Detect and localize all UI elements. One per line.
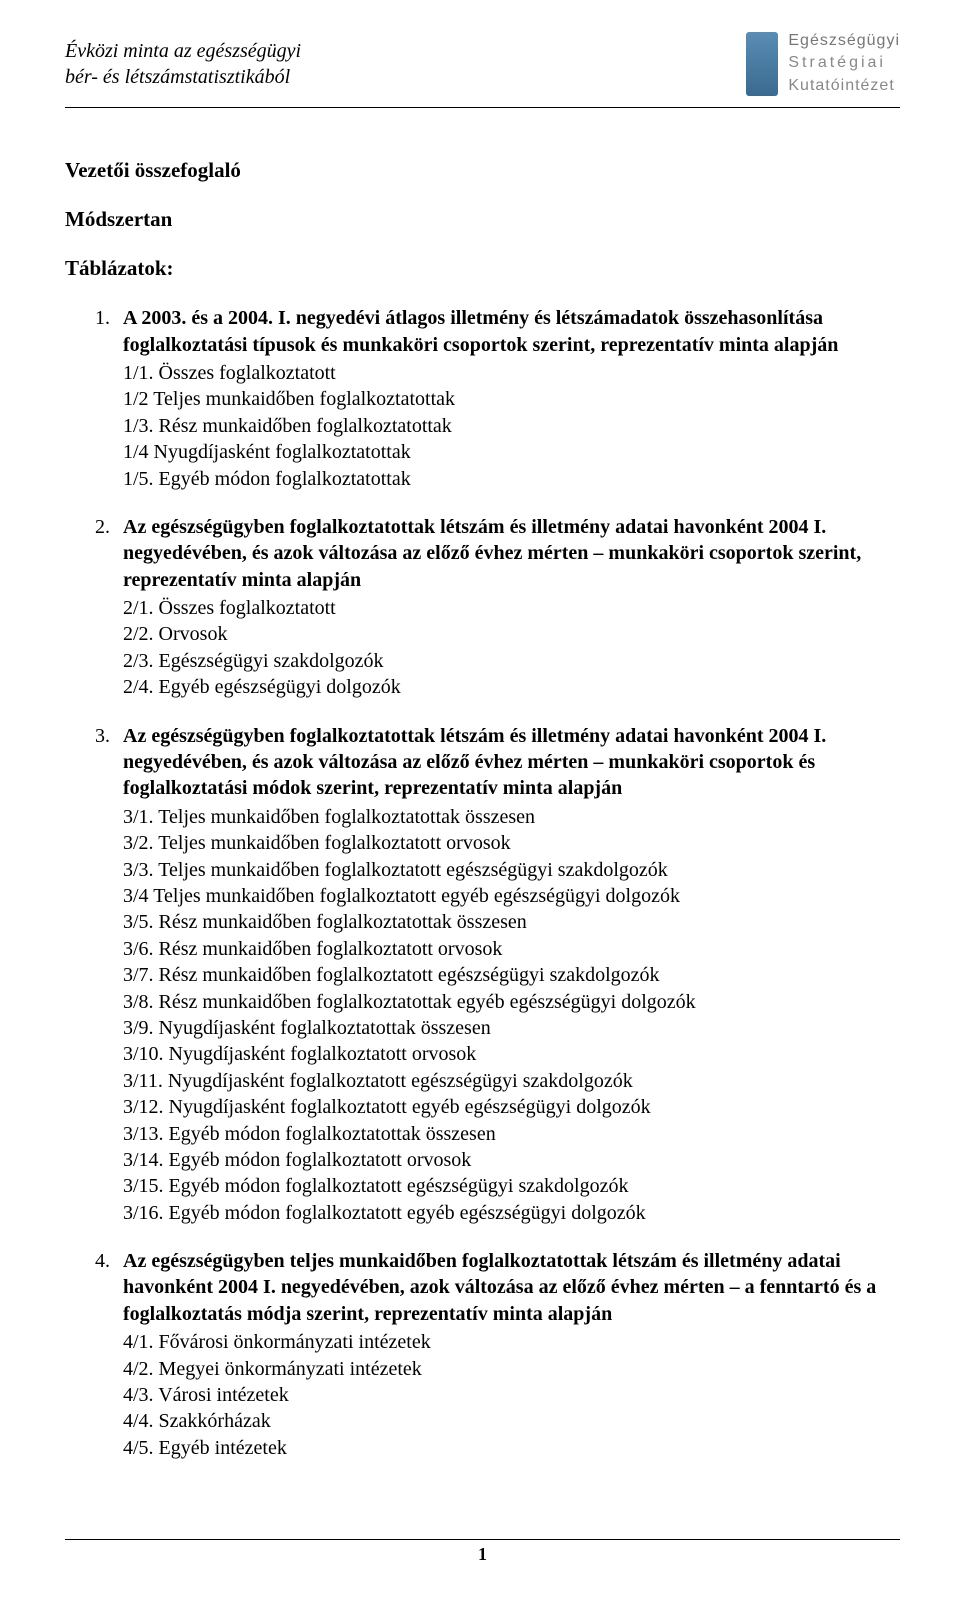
toc-subitem: 3/8. Rész munkaidőben foglalkoztatottak … — [123, 989, 900, 1015]
toc-item-head: Az egészségügyben foglalkoztatottak léts… — [123, 516, 861, 591]
toc-subitem: 3/13. Egyéb módon foglalkoztatottak össz… — [123, 1121, 900, 1147]
header-title: Évközi minta az egészségügyi bér- és lét… — [65, 30, 301, 90]
toc-subitem: 3/7. Rész munkaidőben foglalkoztatott eg… — [123, 962, 900, 988]
toc-subitem: 3/9. Nyugdíjasként foglalkoztatottak öss… — [123, 1015, 900, 1041]
toc-item: Az egészségügyben teljes munkaidőben fog… — [95, 1248, 900, 1461]
toc-subitem: 3/3. Teljes munkaidőben foglalkoztatott … — [123, 857, 900, 883]
toc-item-head: Az egészségügyben teljes munkaidőben fog… — [123, 1250, 876, 1325]
toc-item: A 2003. és a 2004. I. negyedévi átlagos … — [95, 305, 900, 492]
toc-subitem: 2/4. Egyéb egészségügyi dolgozók — [123, 674, 900, 700]
header-title-line1: Évközi minta az egészségügyi — [65, 38, 301, 64]
toc-subitem: 3/6. Rész munkaidőben foglalkoztatott or… — [123, 936, 900, 962]
logo-line2: Stratégiai — [788, 52, 900, 74]
header-title-line2: bér- és létszámstatisztikából — [65, 64, 301, 90]
toc-subitem: 2/3. Egészségügyi szakdolgozók — [123, 648, 900, 674]
heading-method: Módszertan — [65, 207, 900, 232]
toc-subitem: 4/1. Fővárosi önkormányzati intézetek — [123, 1329, 900, 1355]
heading-tables: Táblázatok: — [65, 256, 900, 281]
header-logo: Egészségügyi Stratégiai Kutatóintézet — [746, 30, 900, 97]
toc-subitem: 1/3. Rész munkaidőben foglalkoztatottak — [123, 413, 900, 439]
toc-sublist: 4/1. Fővárosi önkormányzati intézetek 4/… — [123, 1329, 900, 1461]
toc-subitem: 3/15. Egyéb módon foglalkoztatott egészs… — [123, 1173, 900, 1199]
toc-subitem: 2/2. Orvosok — [123, 621, 900, 647]
toc-subitem: 3/12. Nyugdíjasként foglalkoztatott egyé… — [123, 1094, 900, 1120]
toc-sublist: 1/1. Összes foglalkoztatott 1/2 Teljes m… — [123, 360, 900, 492]
toc-subitem: 1/4 Nyugdíjasként foglalkoztatottak — [123, 439, 900, 465]
logo-line1: Egészségügyi — [788, 30, 900, 52]
toc-subitem: 3/14. Egyéb módon foglalkoztatott orvoso… — [123, 1147, 900, 1173]
toc-subitem: 2/1. Összes foglalkoztatott — [123, 595, 900, 621]
toc-subitem: 1/1. Összes foglalkoztatott — [123, 360, 900, 386]
toc-item: Az egészségügyben foglalkoztatottak léts… — [95, 514, 900, 701]
toc-subitem: 4/5. Egyéb intézetek — [123, 1435, 900, 1461]
toc-subitem: 3/11. Nyugdíjasként foglalkoztatott egés… — [123, 1068, 900, 1094]
toc-subitem: 4/3. Városi intézetek — [123, 1382, 900, 1408]
toc-item-head: A 2003. és a 2004. I. negyedévi átlagos … — [123, 307, 838, 355]
toc-item-head: Az egészségügyben foglalkoztatottak léts… — [123, 725, 826, 800]
logo-text: Egészségügyi Stratégiai Kutatóintézet — [788, 30, 900, 97]
toc-sublist: 2/1. Összes foglalkoztatott 2/2. Orvosok… — [123, 595, 900, 701]
toc-subitem: 4/4. Szakkórházak — [123, 1408, 900, 1434]
toc-subitem: 1/2 Teljes munkaidőben foglalkoztatottak — [123, 386, 900, 412]
toc-subitem: 3/2. Teljes munkaidőben foglalkoztatott … — [123, 830, 900, 856]
logo-line3: Kutatóintézet — [788, 75, 900, 97]
logo-icon — [746, 32, 778, 96]
page-header: Évközi minta az egészségügyi bér- és lét… — [65, 30, 900, 108]
toc-sublist: 3/1. Teljes munkaidőben foglalkoztatotta… — [123, 804, 900, 1226]
toc-item: Az egészségügyben foglalkoztatottak léts… — [95, 723, 900, 1226]
toc-subitem: 3/16. Egyéb módon foglalkoztatott egyéb … — [123, 1200, 900, 1226]
page-number: 1 — [478, 1544, 487, 1564]
toc-subitem: 3/5. Rész munkaidőben foglalkoztatottak … — [123, 909, 900, 935]
heading-summary: Vezetői összefoglaló — [65, 158, 900, 183]
toc-subitem: 3/1. Teljes munkaidőben foglalkoztatotta… — [123, 804, 900, 830]
toc-subitem: 1/5. Egyéb módon foglalkoztatottak — [123, 466, 900, 492]
page-footer: 1 — [65, 1539, 900, 1565]
toc-list: A 2003. és a 2004. I. negyedévi átlagos … — [95, 305, 900, 1461]
toc-subitem: 3/10. Nyugdíjasként foglalkoztatott orvo… — [123, 1041, 900, 1067]
toc-subitem: 4/2. Megyei önkormányzati intézetek — [123, 1356, 900, 1382]
toc-subitem: 3/4 Teljes munkaidőben foglalkoztatott e… — [123, 883, 900, 909]
